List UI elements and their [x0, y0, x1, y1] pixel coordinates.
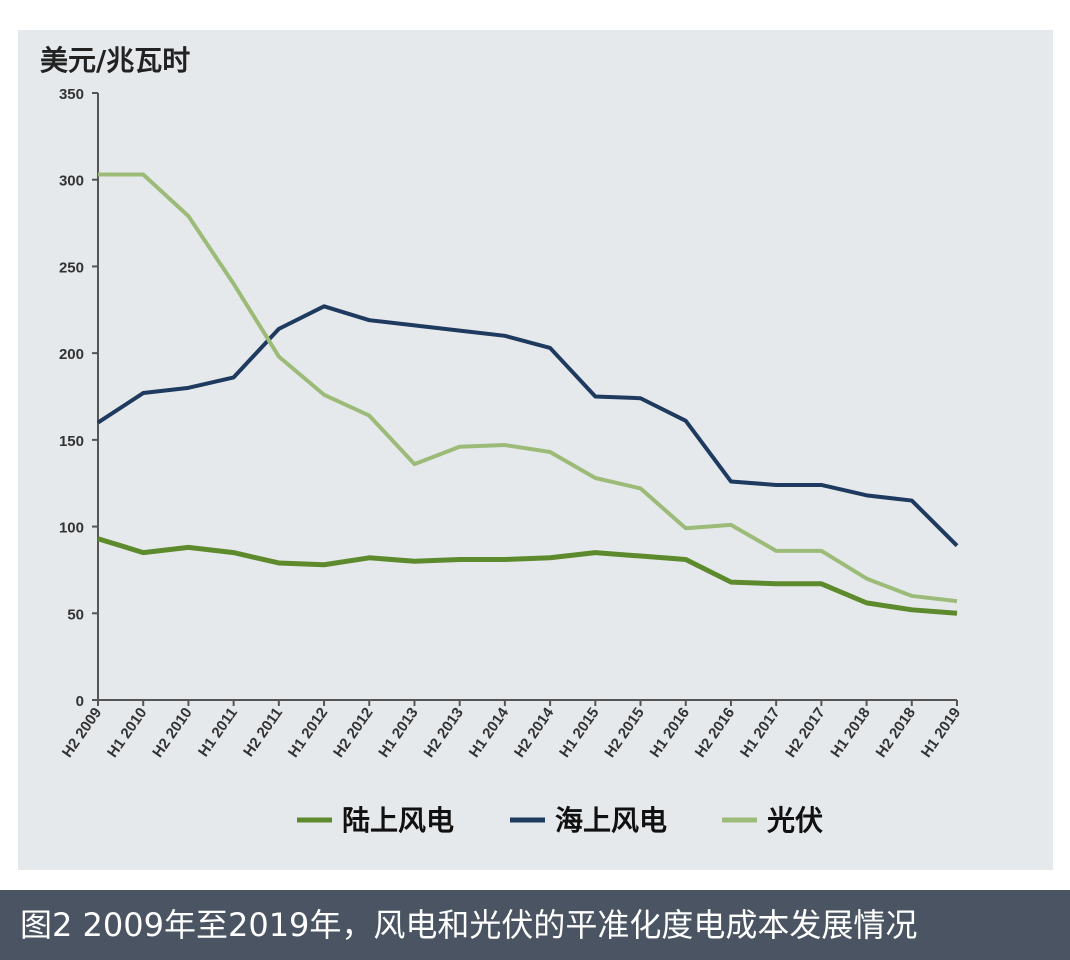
x-tick-label: H1 2015 — [556, 705, 602, 761]
x-tick-label: H2 2012 — [330, 705, 376, 761]
figure-caption: 图2 2009年至2019年，风电和光伏的平准化度电成本发展情况 — [0, 890, 1070, 960]
x-tick-label: H1 2012 — [285, 705, 331, 761]
x-tick-label: H1 2017 — [737, 705, 783, 761]
y-tick-label: 100 — [59, 520, 84, 537]
x-tick-label: H2 2016 — [692, 705, 738, 761]
x-tick-label: H2 2011 — [240, 705, 286, 761]
x-tick-label: H1 2014 — [466, 704, 513, 761]
y-tick-label: 250 — [59, 259, 84, 276]
x-tick-label: H2 2013 — [421, 705, 467, 761]
x-tick-label: H2 2010 — [149, 705, 195, 761]
y-tick-label: 350 — [59, 86, 84, 103]
x-tick-label: H1 2013 — [375, 705, 421, 761]
legend-label: 光伏 — [766, 804, 823, 837]
y-tick-label: 200 — [59, 346, 84, 363]
legend-label: 海上风电 — [555, 804, 667, 837]
legend-item: 陆上风电 — [297, 804, 454, 837]
legend-label: 陆上风电 — [342, 804, 454, 837]
x-tick-label: H1 2016 — [647, 705, 693, 761]
x-tick-label: H2 2018 — [873, 705, 919, 761]
series-line-2 — [96, 304, 959, 548]
legend-item: 海上风电 — [510, 804, 667, 837]
x-tick-label: H2 2015 — [601, 705, 647, 761]
series-line-1 — [97, 536, 958, 616]
x-tick-label: H2 2009 — [59, 705, 105, 761]
x-tick-label: H1 2010 — [104, 705, 150, 761]
x-tick-label: H1 2018 — [827, 705, 873, 761]
x-tick-label: H1 2019 — [918, 705, 964, 761]
y-axis-label: 美元/兆瓦时 — [40, 44, 190, 77]
series-line-3 — [98, 172, 958, 604]
x-tick-label: H2 2014 — [511, 704, 558, 761]
y-tick-label: 50 — [67, 606, 84, 623]
legend-item: 光伏 — [722, 804, 823, 837]
y-tick-label: 300 — [59, 173, 84, 190]
y-tick-label: 0 — [76, 693, 84, 710]
y-tick-label: 150 — [59, 433, 84, 450]
x-tick-label: H1 2011 — [195, 705, 241, 761]
x-tick-label: H2 2017 — [782, 705, 828, 761]
chart-panel: 美元/兆瓦时 0 50 100 150 200 250 300 350 H2 2009 H1 20… — [18, 30, 1053, 870]
